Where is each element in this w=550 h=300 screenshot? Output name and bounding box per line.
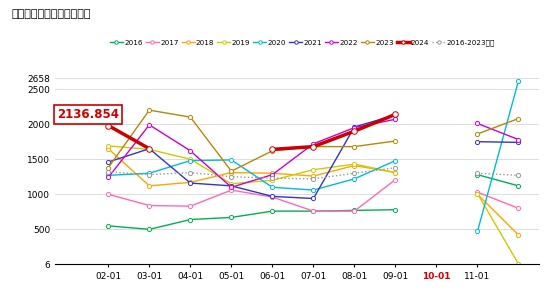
2019 [474,192,481,195]
Line: 2016-2023均值: 2016-2023均值 [475,171,520,177]
2023 [474,132,481,136]
2016 [474,173,481,176]
Text: 煤炭进口量：印尼（万吨）: 煤炭进口量：印尼（万吨） [11,9,91,19]
2018 [515,233,522,237]
2022 [474,122,481,125]
2021 [515,141,522,144]
Text: 2136.854: 2136.854 [57,108,119,121]
Legend: 2016, 2017, 2018, 2019, 2020, 2021, 2022, 2023, 2024, 2016-2023均值: 2016, 2017, 2018, 2019, 2020, 2021, 2022… [110,40,495,46]
2022 [515,138,522,141]
2016-2023均值 [515,173,522,177]
2018 [474,193,481,196]
2023 [515,117,522,120]
2017 [474,190,481,194]
Line: 2023: 2023 [475,116,520,136]
2016-2023均值 [474,171,481,175]
Line: 2019: 2019 [475,191,520,266]
2016 [515,184,522,188]
Line: 2021: 2021 [475,140,520,145]
2021 [474,140,481,143]
Line: 2016: 2016 [475,172,520,188]
2019 [515,262,522,266]
Line: 2018: 2018 [475,192,520,237]
2017 [515,206,522,210]
Line: 2022: 2022 [475,122,520,142]
Line: 2017: 2017 [475,190,520,210]
